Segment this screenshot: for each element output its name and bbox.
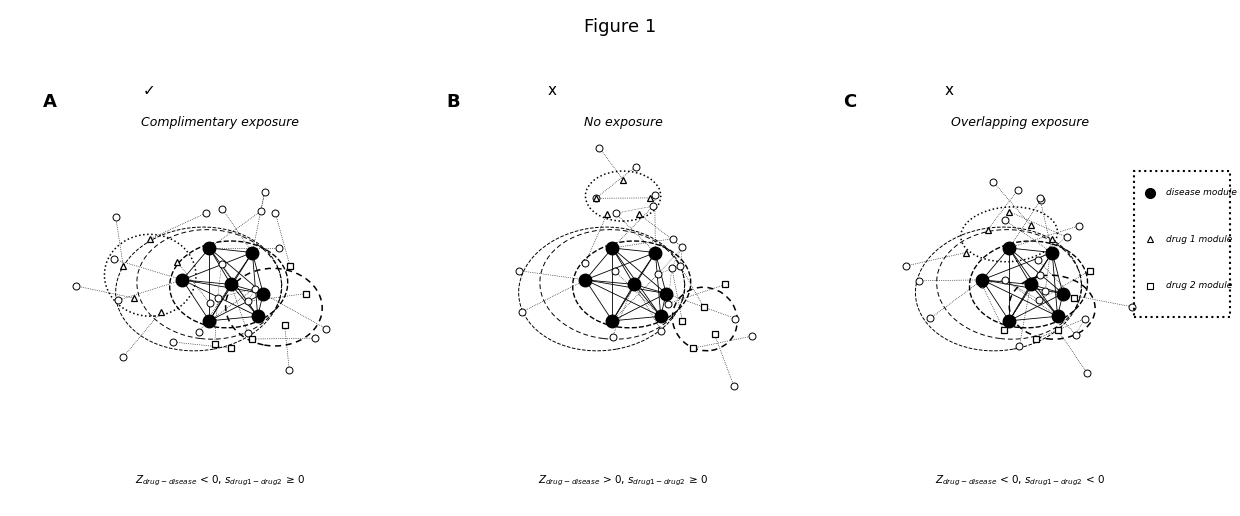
Text: $Z_{drug-disease}$ < 0, $s_{drug1-drug2}$ < 0: $Z_{drug-disease}$ < 0, $s_{drug1-drug2}… xyxy=(935,473,1105,488)
Text: x: x xyxy=(944,83,954,98)
Text: ✓: ✓ xyxy=(143,83,155,98)
Text: drug 2 module: drug 2 module xyxy=(1166,281,1231,291)
Text: Overlapping exposure: Overlapping exposure xyxy=(951,116,1089,129)
Text: $Z_{drug-disease}$ < 0, $s_{drug1-drug2}$ ≥ 0: $Z_{drug-disease}$ < 0, $s_{drug1-drug2}… xyxy=(135,473,305,488)
Text: B: B xyxy=(446,93,460,111)
Text: $Z_{drug-disease}$ > 0, $s_{drug1-drug2}$ ≥ 0: $Z_{drug-disease}$ > 0, $s_{drug1-drug2}… xyxy=(538,473,708,488)
Text: Figure 1: Figure 1 xyxy=(584,18,656,36)
Text: drug 1 module: drug 1 module xyxy=(1166,235,1231,244)
Text: x: x xyxy=(547,83,557,98)
Text: C: C xyxy=(843,93,857,111)
Text: Complimentary exposure: Complimentary exposure xyxy=(141,116,299,129)
Text: No exposure: No exposure xyxy=(584,116,662,129)
Text: disease module: disease module xyxy=(1166,188,1236,198)
Text: A: A xyxy=(43,93,57,111)
